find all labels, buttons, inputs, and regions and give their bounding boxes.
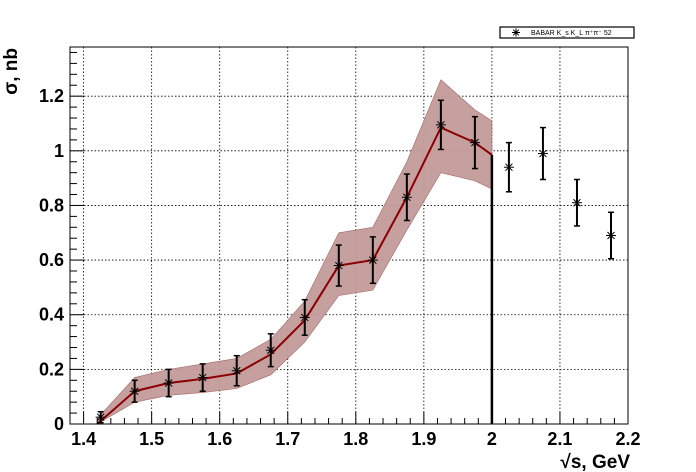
data-point xyxy=(571,178,582,227)
data-point xyxy=(503,141,514,193)
star-stroke xyxy=(539,149,547,158)
star-stroke xyxy=(198,373,207,382)
x-tick-label: 1.7 xyxy=(275,429,300,449)
star-stroke xyxy=(512,29,520,36)
star-stroke xyxy=(368,256,377,264)
star-stroke xyxy=(266,346,275,355)
data-point xyxy=(231,354,242,387)
data-point xyxy=(163,368,174,398)
star-stroke xyxy=(232,366,241,375)
star-stroke xyxy=(300,313,309,322)
data-points xyxy=(95,99,616,424)
legend-entry-label: BABAR K_s K_L π⁺π⁻ 52 xyxy=(531,30,612,37)
data-point xyxy=(95,410,106,424)
x-tick-label: 1.5 xyxy=(139,429,164,449)
fit-uncertainty-band xyxy=(96,79,493,425)
data-point xyxy=(605,211,616,260)
x-tick-label: 2.2 xyxy=(615,429,640,449)
data-point xyxy=(129,379,140,403)
data-point xyxy=(367,236,378,285)
star-stroke xyxy=(130,387,139,396)
y-tick-label: 0 xyxy=(54,414,64,434)
y-tick-label: 1 xyxy=(54,141,64,161)
data-point xyxy=(265,333,276,368)
star-stroke xyxy=(505,163,513,172)
plot-frame xyxy=(69,46,629,425)
x-tick-label: 1.6 xyxy=(207,429,232,449)
legend-box xyxy=(499,26,635,39)
data-point xyxy=(435,99,446,151)
data-point xyxy=(197,363,208,392)
star-stroke xyxy=(573,198,581,207)
star-stroke xyxy=(334,261,343,270)
uncertainty-band xyxy=(96,79,493,425)
data-point xyxy=(401,173,412,222)
y-tick-label: 0.2 xyxy=(39,359,64,379)
star-stroke xyxy=(402,193,411,202)
x-axis-label: √s, GeV xyxy=(560,452,630,472)
data-point xyxy=(299,298,310,336)
y-axis-label: σ, nb xyxy=(1,48,22,95)
x-tick-label: 1.8 xyxy=(343,429,368,449)
legend: BABAR K_s K_L π⁺π⁻ 52 xyxy=(499,26,635,39)
star-stroke xyxy=(96,413,105,422)
y-tick-label: 0.6 xyxy=(39,250,64,270)
data-point xyxy=(469,115,480,170)
data-point xyxy=(537,126,548,181)
star-stroke xyxy=(471,138,479,147)
star-stroke xyxy=(607,231,615,240)
y-tick-label: 1.2 xyxy=(39,86,64,106)
star-stroke xyxy=(437,121,445,129)
x-tick-label: 1.4 xyxy=(71,429,96,449)
y-tick-label: 0.4 xyxy=(39,305,64,325)
y-axis-ticks: 0 0.2 0.4 0.6 0.8 1 1.2 xyxy=(39,51,84,434)
x-tick-label: 2.1 xyxy=(547,429,572,449)
x-axis-ticks: 1.4 1.5 1.6 1.7 1.8 1.9 2 2.1 2.2 xyxy=(69,412,641,449)
star-stroke xyxy=(164,379,173,387)
x-tick-label: 1.9 xyxy=(411,429,436,449)
y-tick-label: 0.8 xyxy=(39,195,64,215)
data-point xyxy=(333,244,344,287)
x-tick-label: 2 xyxy=(487,429,497,449)
legend-marker-star xyxy=(512,28,520,37)
